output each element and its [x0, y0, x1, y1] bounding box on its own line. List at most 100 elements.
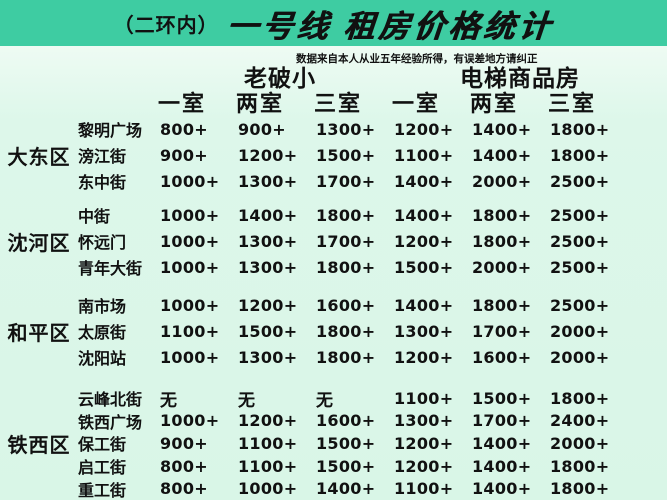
rent-value: 无 [238, 390, 256, 410]
rent-value: 1200+ [394, 119, 454, 139]
rent-value: 1400+ [472, 433, 532, 453]
rent-value: 1700+ [316, 171, 376, 191]
rent-value: 1700+ [316, 231, 376, 251]
group-header-old-housing: 老破小 [244, 66, 316, 91]
rent-value: 1000+ [160, 171, 220, 191]
rent-value: 2000+ [550, 433, 610, 453]
rent-value: 1800+ [550, 479, 610, 499]
rent-value: 1200+ [238, 411, 298, 431]
street-label: 沈阳站 [78, 351, 127, 368]
rent-table: 老破小 电梯商品房 一室 两室 三室 一室 两室 三室 大东区 黎明广场 800+ 9… [0, 66, 667, 500]
rent-value: 2400+ [550, 411, 610, 431]
rent-value: 1400+ [394, 295, 454, 315]
rent-value: 1300+ [394, 321, 454, 341]
rent-value: 1800+ [472, 205, 532, 225]
district-block: 沈河区 中街 1000+ 1400+ 1800+ 1400+ 1800+ 2500+ 怀远门 10… [0, 202, 667, 280]
rent-value: 1200+ [394, 456, 454, 476]
rent-value: 800+ [160, 479, 209, 499]
rent-value: 800+ [160, 456, 209, 476]
rent-value: 1100+ [394, 479, 454, 499]
subtitle-note: 数据来自本人从业五年经验所得，有误差地方请纠正 [296, 53, 538, 65]
street-label: 启工街 [78, 460, 127, 478]
rent-value: 1200+ [394, 347, 454, 367]
title-bar: （二环内） 一号线 租房价格统计 [0, 0, 667, 46]
rent-value: 800+ [160, 119, 209, 139]
rent-value: 1300+ [238, 257, 298, 277]
rent-value: 1500+ [394, 257, 454, 277]
street-label: 滂江街 [78, 149, 127, 166]
street-label: 怀远门 [78, 235, 127, 252]
rent-value: 1300+ [238, 347, 298, 367]
rent-value: 2500+ [550, 205, 610, 225]
rent-value: 1000+ [238, 479, 298, 499]
district-blocks: 大东区 黎明广场 800+ 900+ 1300+ 1200+ 1400+ 1800+ 滂江街 90… [0, 116, 667, 500]
rent-value: 1100+ [238, 456, 298, 476]
room-header-6: 三室 [548, 91, 597, 116]
rent-value: 2000+ [550, 321, 610, 341]
room-header-4: 一室 [392, 91, 441, 116]
rent-value: 1100+ [238, 433, 298, 453]
rent-value: 2000+ [550, 347, 610, 367]
rent-value: 1400+ [472, 119, 532, 139]
rent-value: 900+ [238, 119, 287, 139]
rent-value: 1400+ [316, 479, 376, 499]
street-label: 黎明广场 [78, 123, 143, 140]
rent-value: 1400+ [394, 171, 454, 191]
district-block: 大东区 黎明广场 800+ 900+ 1300+ 1200+ 1400+ 1800+ 滂江街 90… [0, 116, 667, 194]
room-header-3: 三室 [314, 91, 363, 116]
rent-value: 1400+ [472, 479, 532, 499]
district-block: 和平区 南市场 1000+ 1200+ 1600+ 1400+ 1800+ 2500+ 太原街 1… [0, 292, 667, 370]
group-header-row: 老破小 电梯商品房 [0, 66, 667, 91]
rent-value: 2500+ [550, 257, 610, 277]
page-title: 一号线 租房价格统计 [224, 8, 555, 44]
rent-value: 900+ [160, 433, 209, 453]
rent-value: 900+ [160, 145, 209, 165]
rent-value: 1500+ [316, 456, 376, 476]
rent-value: 无 [160, 390, 178, 410]
rent-value: 1800+ [316, 257, 376, 277]
rent-value: 1200+ [394, 231, 454, 251]
rent-value: 1000+ [160, 205, 220, 225]
rent-value: 1400+ [472, 145, 532, 165]
room-header-1: 一室 [158, 91, 207, 116]
rent-value: 1300+ [238, 231, 298, 251]
street-label: 保工街 [78, 437, 127, 455]
rent-value: 1500+ [238, 321, 298, 341]
rent-value: 1000+ [160, 347, 220, 367]
rent-value: 1400+ [238, 205, 298, 225]
rent-value: 1500+ [316, 433, 376, 453]
rent-value: 2500+ [550, 231, 610, 251]
rent-value: 无 [316, 390, 334, 410]
room-header-5: 两室 [470, 91, 519, 116]
rent-value: 1800+ [550, 145, 610, 165]
rent-value: 1800+ [550, 456, 610, 476]
group-header-elevator-housing: 电梯商品房 [460, 66, 580, 91]
rent-value: 1000+ [160, 257, 220, 277]
district-label: 铁西区 [7, 434, 71, 457]
rent-value: 1200+ [394, 433, 454, 453]
rent-value: 1800+ [472, 231, 532, 251]
street-label: 云峰北街 [78, 392, 143, 410]
rent-value: 1700+ [472, 411, 532, 431]
rent-value: 2500+ [550, 171, 610, 191]
rent-value: 1600+ [316, 295, 376, 315]
rent-value: 1800+ [316, 347, 376, 367]
rent-value: 1000+ [160, 411, 220, 431]
rent-value: 1600+ [472, 347, 532, 367]
rent-value: 1200+ [238, 295, 298, 315]
rent-value: 1600+ [316, 411, 376, 431]
rent-value: 1800+ [550, 388, 610, 408]
street-label: 铁西广场 [78, 414, 143, 432]
rent-value: 1300+ [238, 171, 298, 191]
rent-value: 1400+ [472, 456, 532, 476]
rent-value: 1000+ [160, 295, 220, 315]
district-label: 沈河区 [7, 232, 71, 255]
rent-value: 1100+ [394, 388, 454, 408]
rent-value: 1300+ [394, 411, 454, 431]
district-label: 和平区 [7, 322, 71, 345]
rent-value: 1100+ [394, 145, 454, 165]
street-label: 东中街 [78, 175, 127, 192]
rent-value: 1100+ [160, 321, 220, 341]
rent-value: 1300+ [316, 119, 376, 139]
